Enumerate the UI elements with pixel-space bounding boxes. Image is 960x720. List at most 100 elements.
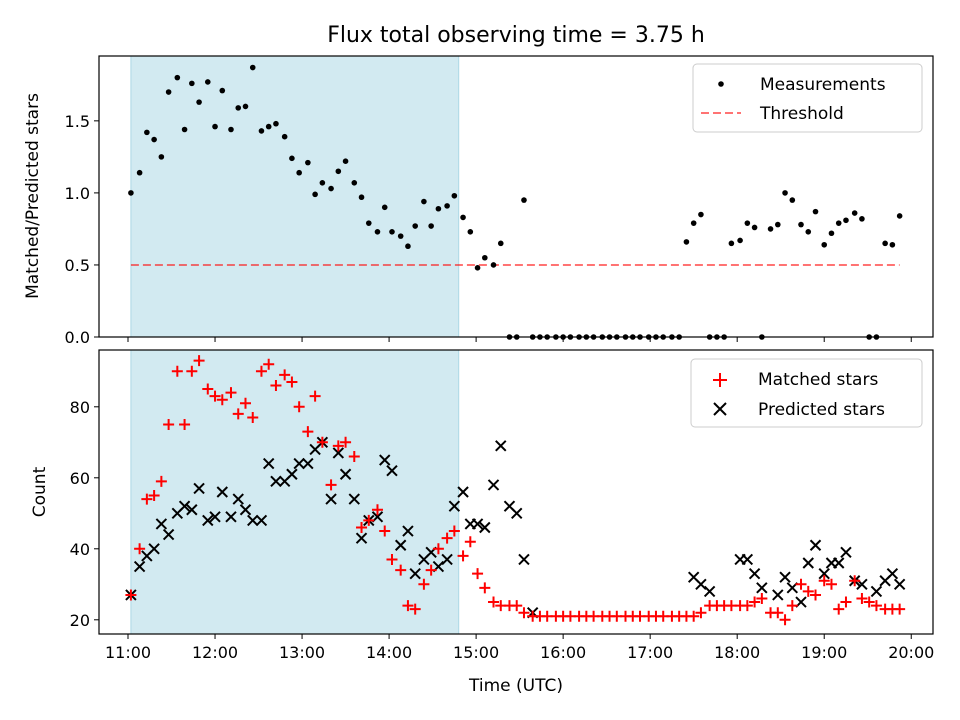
matched-star-point bbox=[818, 575, 830, 587]
matched-star-point bbox=[356, 522, 368, 533]
measurement-point bbox=[389, 229, 395, 235]
legend-marker-matched bbox=[713, 373, 727, 387]
matched-star-point bbox=[448, 525, 460, 537]
bottom-axes-frame bbox=[98, 349, 934, 635]
y-tick-label: 1.5 bbox=[65, 112, 90, 131]
measurement-point bbox=[281, 133, 288, 140]
measurement-point bbox=[296, 169, 302, 176]
x-tick-label: 16:00 bbox=[540, 643, 586, 662]
measurement-point bbox=[896, 213, 903, 219]
measurement-point bbox=[165, 89, 172, 95]
x-tick-label: 11:00 bbox=[105, 643, 151, 662]
measurement-point bbox=[751, 224, 758, 231]
bottom-y-axis-label: Count bbox=[30, 466, 50, 517]
predicted-star-point bbox=[448, 500, 461, 512]
top-y-axis-label: Matched/Predicted stars bbox=[23, 93, 43, 299]
matched-star-point bbox=[316, 436, 328, 448]
bottom-panel: 11:00 12:00 13:00 14:00 15:00 16:00 17:00 18:00… bbox=[70, 349, 934, 662]
predicted-star-point bbox=[133, 560, 146, 573]
matched-star-point bbox=[263, 358, 275, 370]
matched-star-point bbox=[395, 564, 407, 576]
predicted-star-point bbox=[178, 500, 191, 512]
x-tick-label: 14:00 bbox=[366, 643, 412, 662]
measurement-point bbox=[497, 240, 504, 247]
measurement-point bbox=[859, 216, 865, 222]
measurement-point bbox=[289, 155, 295, 162]
measurement-point bbox=[405, 243, 411, 250]
x-tick-label: 12:00 bbox=[192, 643, 238, 662]
matched-star-point bbox=[386, 553, 398, 565]
measurement-point bbox=[204, 79, 211, 85]
predicted-star-point bbox=[840, 546, 852, 559]
measurement-point bbox=[821, 241, 828, 248]
predicted-star-point bbox=[495, 440, 507, 452]
top-axes-frame bbox=[98, 55, 934, 338]
measurement-point bbox=[490, 262, 497, 268]
matched-star-point bbox=[247, 411, 259, 423]
measurement-point bbox=[728, 240, 735, 247]
y-tick-label: 0.5 bbox=[65, 256, 90, 275]
matched-star-point bbox=[779, 614, 791, 626]
predicted-star-point bbox=[302, 457, 314, 470]
measurement-point bbox=[351, 180, 358, 186]
matched-star-point bbox=[472, 568, 484, 580]
x-tick-label: 19:00 bbox=[801, 643, 847, 662]
shaded-span bbox=[130, 349, 460, 635]
predicted-star-point bbox=[511, 507, 523, 520]
legend-marker-measurements bbox=[718, 81, 724, 87]
measurement-point bbox=[805, 229, 812, 235]
chart-title: Flux total observing time = 3.75 h bbox=[327, 23, 705, 48]
measurement-point bbox=[381, 204, 388, 211]
predicted-star-point bbox=[186, 504, 198, 516]
predicted-star-point bbox=[262, 457, 275, 470]
measurement-point bbox=[319, 180, 326, 186]
predicted-star-point bbox=[870, 585, 883, 598]
y-tick-label: 20 bbox=[70, 611, 90, 630]
predicted-star-point bbox=[239, 504, 252, 516]
matched-star-point bbox=[232, 408, 244, 420]
matched-star-point bbox=[286, 376, 298, 388]
matched-star-point bbox=[833, 603, 845, 615]
predicted-star-point bbox=[471, 518, 484, 530]
matched-star-point bbox=[340, 436, 352, 448]
matched-star-point bbox=[479, 582, 491, 594]
matched-star-point bbox=[371, 504, 383, 516]
matched-star-point bbox=[141, 493, 153, 505]
matched-star-point bbox=[409, 603, 421, 615]
measurement-point bbox=[482, 254, 488, 261]
predicted-star-point bbox=[209, 511, 221, 523]
measurement-point bbox=[782, 190, 788, 196]
measurement-point bbox=[521, 197, 527, 203]
predicted-star-point bbox=[332, 447, 345, 459]
predicted-star-point bbox=[779, 571, 791, 583]
matched-star-point bbox=[255, 365, 267, 377]
predicted-star-point bbox=[386, 464, 398, 477]
legend-frame bbox=[692, 63, 923, 133]
measurement-point bbox=[189, 80, 195, 87]
matched-star-point bbox=[518, 607, 530, 619]
matched-star-point bbox=[202, 383, 214, 395]
y-tick-label: 40 bbox=[70, 540, 90, 559]
legend-marker-predicted bbox=[713, 402, 727, 416]
measurement-point bbox=[698, 211, 704, 218]
predicted-star-point bbox=[479, 521, 491, 534]
matched-star-point bbox=[749, 596, 761, 608]
predicted-star-point bbox=[833, 557, 845, 569]
predicted-star-point bbox=[379, 454, 391, 466]
measurement-point bbox=[451, 192, 458, 199]
matched-star-point bbox=[511, 600, 523, 612]
top-panel: 0.0 0.5 1.0 1.5 Measurements Threshold bbox=[65, 55, 934, 347]
matched-star-point bbox=[379, 525, 391, 537]
predicted-star-point bbox=[348, 493, 360, 505]
measurement-point bbox=[235, 105, 242, 111]
measurement-point bbox=[467, 229, 474, 235]
predicted-star-point bbox=[409, 567, 421, 580]
matched-star-point bbox=[825, 578, 837, 590]
matched-star-point bbox=[810, 589, 822, 601]
matched-star-point bbox=[418, 578, 430, 590]
predicted-star-point bbox=[703, 585, 716, 598]
predicted-star-point bbox=[286, 468, 298, 480]
predicted-star-point bbox=[886, 567, 899, 580]
top-legend: Measurements Threshold bbox=[692, 63, 923, 133]
